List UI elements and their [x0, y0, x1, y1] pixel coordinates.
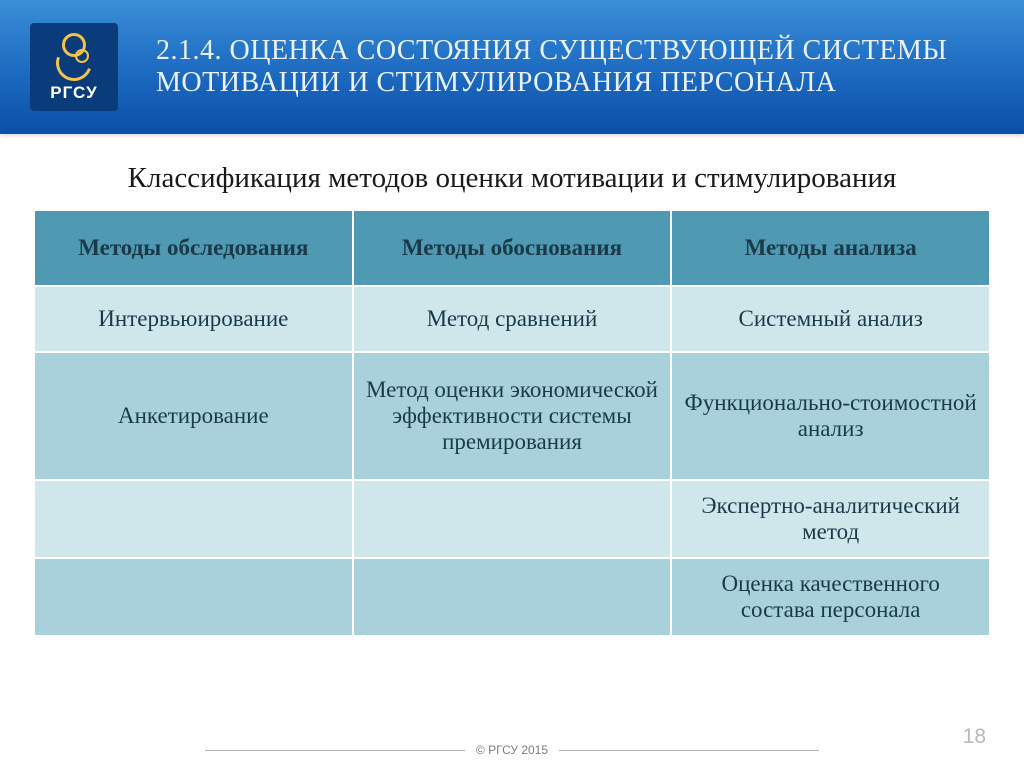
table-cell [353, 480, 672, 558]
table-row: ИнтервьюированиеМетод сравненийСистемный… [34, 286, 990, 352]
logo-label: РГСУ [50, 83, 97, 103]
table-cell [34, 480, 353, 558]
table-cell: Анкетирование [34, 352, 353, 480]
slide-header: РГСУ 2.1.4. ОЦЕНКА СОСТОЯНИЯ СУЩЕСТВУЮЩЕ… [0, 0, 1024, 134]
classification-table: Методы обследования Методы обоснования М… [33, 209, 991, 637]
table-cell: Оценка качественного состава персонала [671, 558, 990, 636]
table-cell [353, 558, 672, 636]
table-cell: Метод сравнений [353, 286, 672, 352]
table-row: АнкетированиеМетод оценки экономической … [34, 352, 990, 480]
col-header-1: Методы обоснования [353, 210, 672, 286]
slide-footer: © РГСУ 2015 [0, 743, 1024, 757]
col-header-0: Методы обследования [34, 210, 353, 286]
col-header-2: Методы анализа [671, 210, 990, 286]
table-row: Оценка качественного состава персонала [34, 558, 990, 636]
copyright-line: © РГСУ 2015 [0, 743, 1024, 757]
table-cell: Экспертно-аналитический метод [671, 480, 990, 558]
table-body: ИнтервьюированиеМетод сравненийСистемный… [34, 286, 990, 636]
table-cell: Функционально-стоимостной анализ [671, 352, 990, 480]
table-row: Экспертно-аналитический метод [34, 480, 990, 558]
logo-icon [49, 31, 99, 81]
page-number: 18 [963, 725, 986, 749]
table-cell [34, 558, 353, 636]
slide-title: 2.1.4. ОЦЕНКА СОСТОЯНИЯ СУЩЕСТВУЮЩЕЙ СИС… [156, 35, 976, 99]
copyright-text: © РГСУ 2015 [476, 743, 548, 757]
table-header-row: Методы обследования Методы обоснования М… [34, 210, 990, 286]
table-cell: Интервьюирование [34, 286, 353, 352]
slide-subtitle: Классификация методов оценки мотивации и… [0, 162, 1024, 195]
table-cell: Метод оценки экономической эффективности… [353, 352, 672, 480]
table-cell: Системный анализ [671, 286, 990, 352]
university-logo: РГСУ [30, 23, 118, 111]
